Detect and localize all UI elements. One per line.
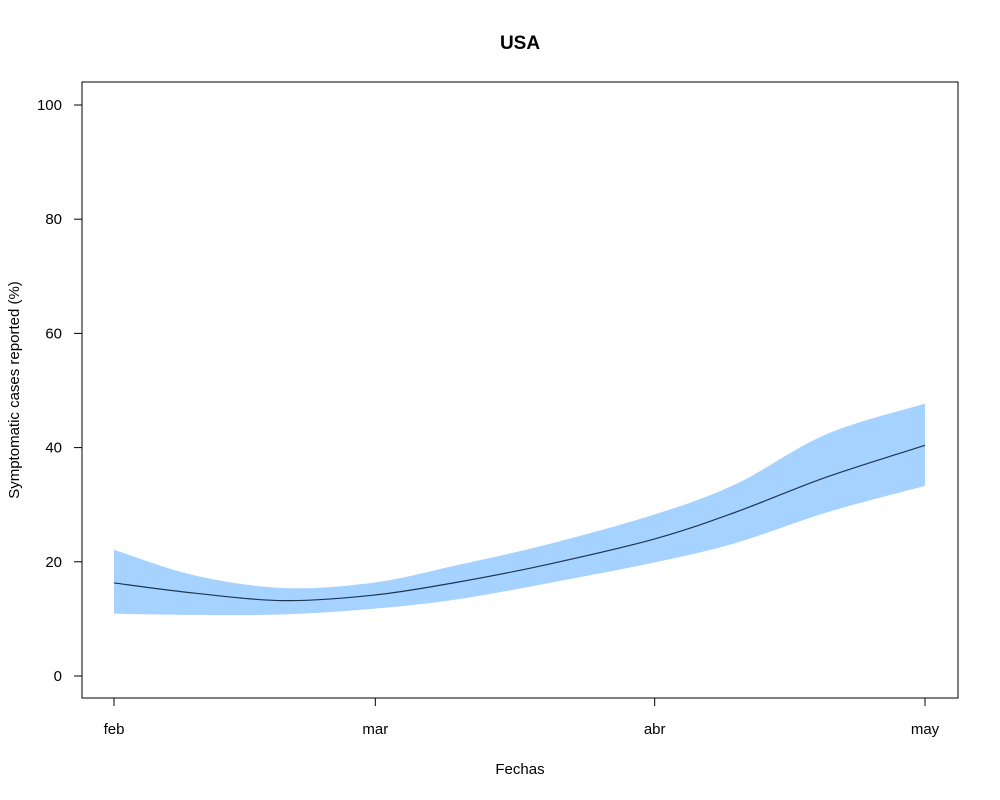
series-line-layer — [113, 444, 926, 602]
y-tick-label: 100 — [37, 97, 62, 114]
x-tick-label: may — [911, 721, 940, 738]
x-axis-label: Fechas — [495, 761, 544, 778]
chart-title: USA — [500, 33, 540, 54]
y-axis: 0 20 40 60 80 100 — [37, 97, 83, 685]
x-axis: feb mar abr may — [104, 697, 940, 738]
y-tick-label: 80 — [45, 211, 62, 228]
y-tick-label: 60 — [45, 325, 62, 342]
y-tick-label: 0 — [54, 668, 62, 685]
y-tick-label: 40 — [45, 440, 62, 457]
confidence-band — [114, 403, 925, 616]
confidence-band-layer — [114, 403, 925, 616]
x-tick-label: abr — [644, 721, 666, 738]
x-tick-label: feb — [104, 721, 125, 738]
y-axis-label: Symptomatic cases reported (%) — [6, 281, 23, 499]
series-line — [113, 444, 926, 602]
y-tick-label: 20 — [45, 554, 62, 571]
x-tick-label: mar — [362, 721, 388, 738]
